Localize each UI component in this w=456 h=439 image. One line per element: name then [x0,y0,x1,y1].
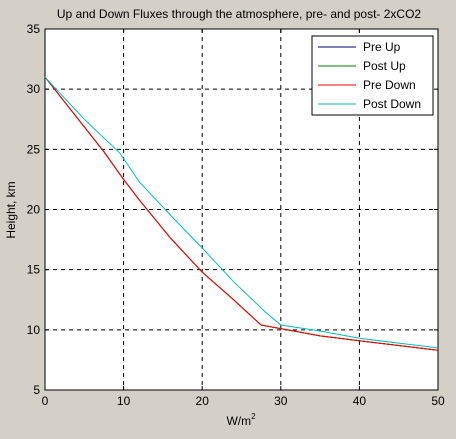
y-tick-label: 5 [33,383,40,397]
x-tick-label: 20 [196,394,210,408]
y-axis-label: Height, km [4,181,18,238]
legend-label-post-down: Post Down [363,97,421,111]
x-tick-label: 50 [431,394,445,408]
x-tick-label: 30 [274,394,288,408]
x-tick-label: 40 [353,394,367,408]
legend: Pre Up Post Up Pre Down Post Down [311,35,434,116]
series-line-post-down [44,76,439,349]
y-tick-label: 20 [27,203,41,217]
chart-title: Up and Down Fluxes through the atmospher… [57,7,422,21]
legend-box [311,35,434,116]
y-tick-label: 10 [27,323,41,337]
y-tick-label: 35 [27,22,41,36]
y-tick-label: 15 [27,263,41,277]
x-axis-label-superscript: 2 [251,412,256,421]
x-axis-label-base: W/m [226,414,251,428]
legend-label-pre-down: Pre Down [363,78,416,92]
x-tick-label: 10 [117,394,131,408]
grid [45,29,438,390]
x-axis-label: W/m2 [226,412,256,428]
axis-ticks: 0 10 20 30 40 50 5 10 15 20 25 30 35 [27,22,445,408]
legend-label-post-up: Post Up [363,59,406,73]
series-line-pre-down [44,76,439,351]
y-tick-label: 30 [27,82,41,96]
legend-label-pre-up: Pre Up [363,40,401,54]
y-tick-label: 25 [27,142,41,156]
x-tick-label: 0 [42,394,49,408]
series-layer [44,76,439,351]
